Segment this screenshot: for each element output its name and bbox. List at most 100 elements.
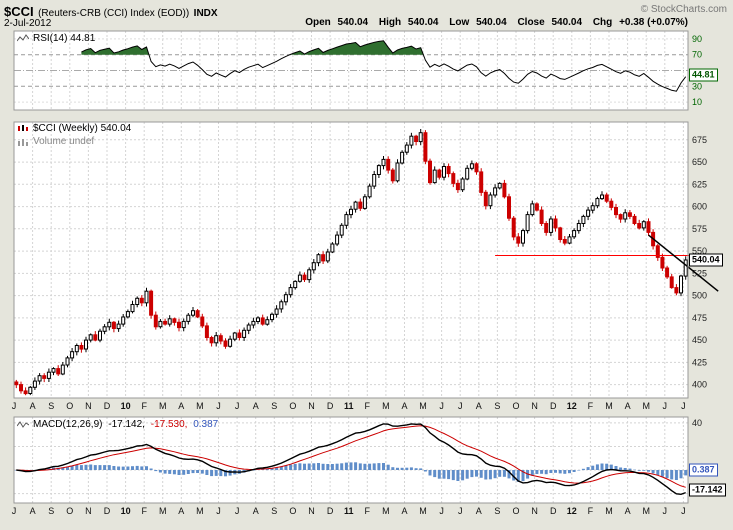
svg-text:J: J	[439, 506, 444, 516]
svg-text:S: S	[271, 401, 277, 411]
copyright: © StockCharts.com	[640, 4, 727, 15]
close-value: 540.04	[551, 17, 583, 28]
svg-text:M: M	[419, 401, 427, 411]
volume-legend-label: Volume undef	[33, 136, 95, 147]
svg-text:M: M	[382, 401, 390, 411]
svg-text:10: 10	[121, 506, 131, 516]
svg-text:D: D	[550, 401, 557, 411]
svg-text:D: D	[104, 401, 111, 411]
svg-text:475: 475	[692, 313, 707, 323]
svg-text:600: 600	[692, 202, 707, 212]
svg-text:D: D	[104, 506, 111, 516]
svg-text:J: J	[663, 401, 668, 411]
chg-label: Chg	[592, 17, 613, 28]
svg-text:A: A	[178, 401, 184, 411]
svg-text:D: D	[327, 401, 334, 411]
svg-text:F: F	[365, 506, 371, 516]
svg-text:A: A	[253, 506, 259, 516]
svg-text:11: 11	[344, 401, 354, 411]
rsi-value-badge: 44.81	[689, 68, 718, 82]
svg-text:D: D	[327, 506, 334, 516]
svg-text:500: 500	[692, 291, 707, 301]
svg-text:F: F	[365, 401, 371, 411]
svg-text:10: 10	[121, 401, 131, 411]
svg-text:30: 30	[692, 81, 702, 91]
svg-text:11: 11	[344, 506, 354, 516]
candlestick-icon	[18, 125, 28, 131]
svg-text:575: 575	[692, 224, 707, 234]
macd-line-value: -17.142,	[108, 419, 145, 430]
high-value: 540.04	[407, 17, 439, 28]
svg-text:O: O	[289, 506, 296, 516]
svg-text:525: 525	[692, 268, 707, 278]
svg-text:O: O	[66, 506, 73, 516]
svg-text:J: J	[235, 506, 240, 516]
svg-text:F: F	[588, 401, 594, 411]
svg-text:J: J	[663, 506, 668, 516]
symbol: $CCI	[4, 4, 34, 19]
exchange: INDX	[193, 8, 218, 19]
svg-text:S: S	[494, 506, 500, 516]
svg-text:A: A	[178, 506, 184, 516]
volume-legend: Volume undef	[17, 136, 94, 147]
indicator-line-icon	[17, 34, 29, 42]
svg-text:70: 70	[692, 50, 702, 60]
svg-text:625: 625	[692, 179, 707, 189]
header-title: $CCI (Reuters-CRB (CCI) Index (EOD)) IND…	[4, 3, 218, 21]
macd-hist-badge: 0.387	[689, 463, 718, 477]
low-label: Low	[449, 17, 470, 28]
svg-text:M: M	[605, 506, 613, 516]
svg-text:S: S	[271, 506, 277, 516]
svg-text:400: 400	[692, 380, 707, 390]
svg-text:90: 90	[692, 34, 702, 44]
svg-text:40: 40	[692, 418, 702, 428]
close-label: Close	[517, 17, 545, 28]
macd-hist-value: 0.387	[193, 419, 219, 430]
svg-text:D: D	[550, 506, 557, 516]
macd-legend-values: MACD(12,26,9) -17.142, -17.530, 0.387	[33, 419, 218, 430]
svg-text:J: J	[12, 401, 17, 411]
low-value: 540.04	[476, 17, 507, 28]
svg-text:425: 425	[692, 357, 707, 367]
svg-text:A: A	[401, 506, 407, 516]
quote-line: Open 540.04 High 540.04 Low 540.04 Close…	[305, 17, 688, 28]
svg-text:O: O	[66, 401, 73, 411]
chart-date: 2-Jul-2012	[4, 18, 52, 29]
svg-text:J: J	[458, 506, 463, 516]
svg-text:S: S	[48, 506, 54, 516]
svg-text:J: J	[681, 506, 686, 516]
svg-text:J: J	[458, 401, 463, 411]
svg-text:12: 12	[567, 506, 577, 516]
svg-text:O: O	[289, 401, 296, 411]
macd-name: MACD(12,26,9)	[33, 419, 103, 430]
svg-text:S: S	[48, 401, 54, 411]
svg-text:M: M	[159, 506, 167, 516]
svg-text:A: A	[401, 401, 407, 411]
rsi-legend: RSI(14) 44.81	[17, 33, 95, 44]
svg-text:M: M	[382, 506, 390, 516]
svg-text:650: 650	[692, 157, 707, 167]
svg-text:F: F	[141, 401, 147, 411]
price-value-badge: 540.04	[689, 253, 723, 267]
macd-signal-value: -17.530,	[150, 419, 188, 430]
svg-text:S: S	[494, 401, 500, 411]
svg-text:M: M	[605, 401, 613, 411]
svg-text:A: A	[30, 506, 36, 516]
high-label: High	[378, 17, 402, 28]
svg-text:A: A	[476, 506, 482, 516]
svg-text:N: N	[85, 506, 92, 516]
open-value: 540.04	[337, 17, 369, 28]
chg-value: +0.38 (+0.07%)	[619, 17, 688, 28]
indicator-line-icon	[17, 421, 29, 428]
price-legend: $CCI (Weekly) 540.04	[17, 123, 131, 134]
macd-value-badge: -17.142	[689, 483, 726, 497]
svg-text:N: N	[308, 401, 315, 411]
svg-text:J: J	[12, 506, 17, 516]
svg-text:675: 675	[692, 135, 707, 145]
open-label: Open	[305, 17, 331, 28]
svg-text:550: 550	[692, 246, 707, 256]
svg-text:F: F	[588, 506, 594, 516]
